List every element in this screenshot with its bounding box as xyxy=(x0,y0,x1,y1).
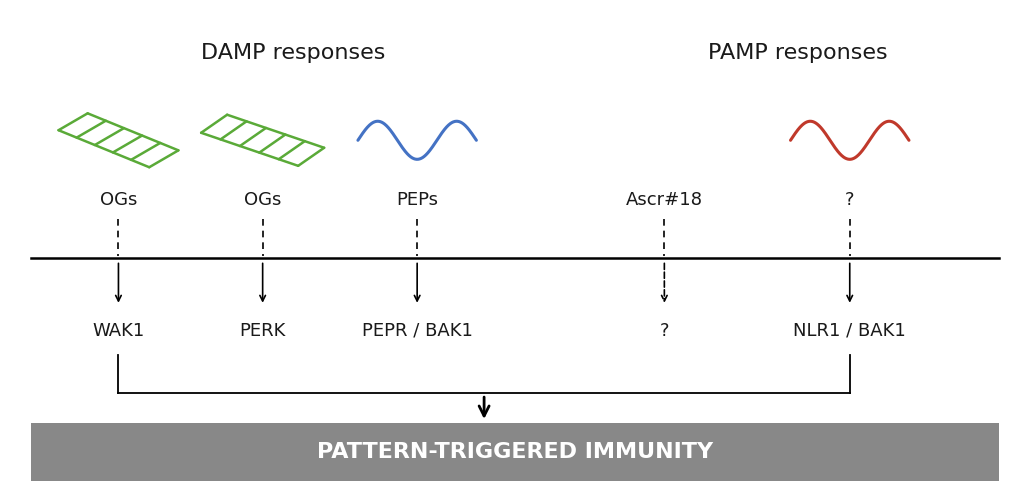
Text: PEPs: PEPs xyxy=(397,191,438,209)
Text: ?: ? xyxy=(845,191,855,209)
Text: OGs: OGs xyxy=(244,191,281,209)
Text: NLR1 / BAK1: NLR1 / BAK1 xyxy=(793,322,906,340)
Text: ?: ? xyxy=(659,322,670,340)
Text: OGs: OGs xyxy=(100,191,137,209)
Text: WAK1: WAK1 xyxy=(93,322,144,340)
Text: DAMP responses: DAMP responses xyxy=(201,43,386,63)
Bar xyxy=(31,423,999,481)
Text: PERK: PERK xyxy=(239,322,286,340)
Text: PATTERN-TRIGGERED IMMUNITY: PATTERN-TRIGGERED IMMUNITY xyxy=(317,442,713,462)
Text: PEPR / BAK1: PEPR / BAK1 xyxy=(362,322,473,340)
Text: Ascr#18: Ascr#18 xyxy=(626,191,702,209)
Text: PAMP responses: PAMP responses xyxy=(709,43,888,63)
